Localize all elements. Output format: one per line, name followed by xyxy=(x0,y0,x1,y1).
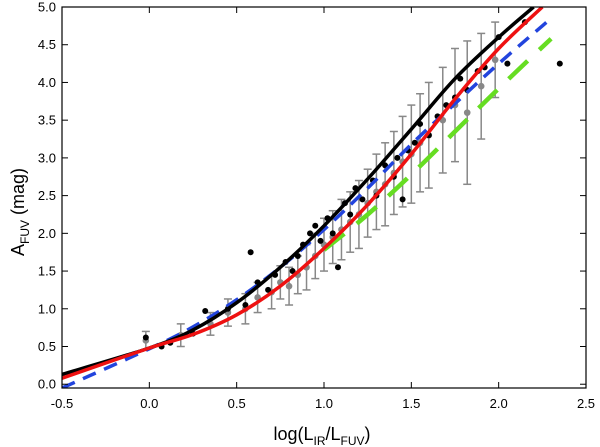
plot-area xyxy=(62,7,563,388)
y-axis-title-end: (mag) xyxy=(8,168,28,220)
black-data-point xyxy=(504,60,511,67)
x-axis-title-mid: /L xyxy=(326,424,341,444)
x-axis-title: log(LIR/LFUV) xyxy=(273,424,370,447)
x-axis-title-sub1: IR xyxy=(314,434,326,447)
y-tick-label: 0.5 xyxy=(38,339,56,354)
y-tick-label: 1.5 xyxy=(38,264,56,279)
y-axis-title-sub: FUV xyxy=(18,220,32,244)
y-tick-label: 3.5 xyxy=(38,113,56,128)
red-fit-curve xyxy=(62,7,544,380)
gray-data-point xyxy=(398,115,407,208)
green-fit-curve xyxy=(322,37,553,252)
black-data-point xyxy=(317,237,324,244)
black-data-point xyxy=(307,230,314,237)
gray-data-point xyxy=(491,21,500,99)
black-data-point xyxy=(247,249,254,256)
axis-layer: -0.5 0.0 0.5 1.0 1.5 2.0 2.5 0.0 0.5 1.0 1.5 2.0 2.5… xyxy=(38,0,595,411)
y-tick-label: 2.0 xyxy=(38,226,56,241)
black-data-point xyxy=(334,264,341,271)
black-data-point xyxy=(142,334,149,341)
black-fit-curve xyxy=(62,7,535,377)
y-axis-title-main: A xyxy=(8,244,28,256)
black-data-point xyxy=(556,60,563,67)
x-axis-title-sub2: FUV xyxy=(341,434,365,447)
y-tick-label: 3.0 xyxy=(38,150,56,165)
black-data-point xyxy=(265,286,272,293)
y-tick-label: 5.0 xyxy=(38,0,56,15)
x-axis-title-main: log(L xyxy=(273,424,313,444)
black-data-point xyxy=(312,222,319,229)
plot-layer xyxy=(62,7,563,388)
x-tick-label: -0.5 xyxy=(51,396,73,411)
x-tick-label: 1.0 xyxy=(315,396,333,411)
black-data-point xyxy=(399,196,406,203)
x-tick-label: 0.0 xyxy=(140,396,158,411)
gray-data-point xyxy=(285,266,294,306)
black-data-point xyxy=(202,308,209,315)
blue-fit-curve xyxy=(62,16,553,388)
black-data-point xyxy=(359,196,366,203)
x-tick-label: 2.5 xyxy=(577,396,595,411)
black-data-point xyxy=(289,268,296,275)
black-data-point xyxy=(242,302,249,309)
y-tick-label: 4.5 xyxy=(38,37,56,52)
x-tick-label: 1.5 xyxy=(402,396,420,411)
x-tick-label: 2.0 xyxy=(490,396,508,411)
y-tick-label: 1.0 xyxy=(38,301,56,316)
black-data-point xyxy=(347,211,354,218)
y-axis-title: AFUV (mag) xyxy=(8,168,32,256)
black-data-point xyxy=(411,139,418,146)
y-tick-label: 4.0 xyxy=(38,75,56,90)
black-data-point xyxy=(329,230,336,237)
black-data-point xyxy=(394,154,401,161)
x-axis-title-end: ) xyxy=(365,424,371,444)
y-tick-label: 2.5 xyxy=(38,188,56,203)
x-tick-label: 0.5 xyxy=(228,396,246,411)
y-tick-label: 0.0 xyxy=(38,377,56,392)
